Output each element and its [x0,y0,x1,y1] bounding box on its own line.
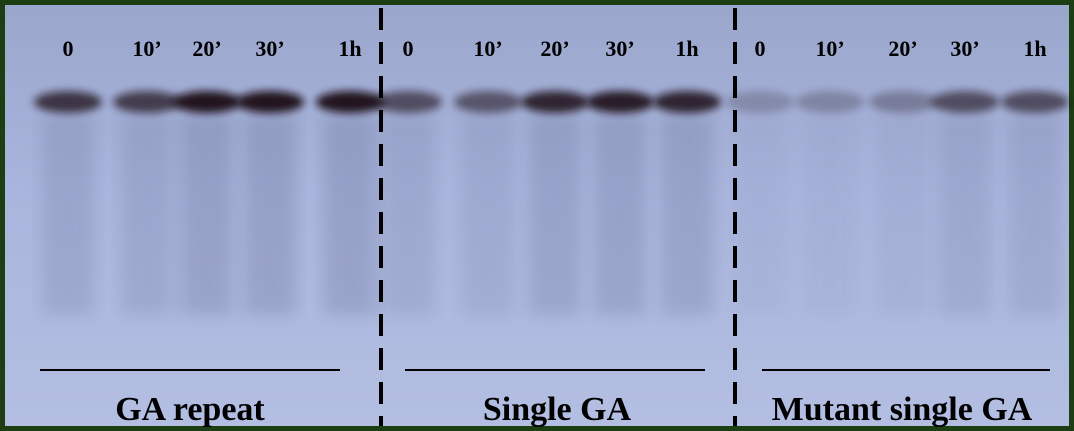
lane-label: 10’ [815,36,844,61]
band [653,91,721,113]
lane-label: 30’ [950,36,979,61]
band [1001,91,1069,113]
bands [34,91,1069,315]
band [236,91,304,113]
band [34,91,102,113]
band [316,91,384,113]
lane-smear [181,115,233,315]
band [586,91,654,113]
group-label: GA repeat [115,391,265,428]
lane-smear [939,115,991,315]
lane-label: 1h [338,36,361,61]
lane-smear [877,115,929,315]
lane-label: 20’ [192,36,221,61]
band [521,91,589,113]
lane-smear [324,115,376,315]
lane-label: 1h [1023,36,1046,61]
band [454,91,522,113]
band [869,91,937,113]
lane-smear [382,115,434,315]
lane-smear [529,115,581,315]
group-label: Mutant single GA [772,391,1033,428]
lane-smear [594,115,646,315]
lane-label: 30’ [605,36,634,61]
lane-smear [42,115,94,315]
group-label: Single GA [483,391,632,428]
lane-smear [804,115,856,315]
lane-smear [121,115,173,315]
lane-label: 20’ [888,36,917,61]
lane-smear [244,115,296,315]
band [931,91,999,113]
band [796,91,864,113]
lane-smear [1009,115,1061,315]
lane-label: 0 [755,36,766,61]
lane-label: 1h [675,36,698,61]
lane-label: 20’ [540,36,569,61]
lane-smear [462,115,514,315]
band [726,91,794,113]
lane-smear [661,115,713,315]
lane-smear [734,115,786,315]
lane-label: 0 [63,36,74,61]
lane-label: 10’ [473,36,502,61]
lane-label: 30’ [255,36,284,61]
lane-label: 10’ [132,36,161,61]
band [374,91,442,113]
lane-label: 0 [403,36,414,61]
band [173,91,241,113]
lane-labels: 0 10’ 20’ 30’ 1h 0 10’ 20’ 30’ 1h 0 10’ 20’ 30’ 1h [63,36,1047,61]
band [113,91,181,113]
